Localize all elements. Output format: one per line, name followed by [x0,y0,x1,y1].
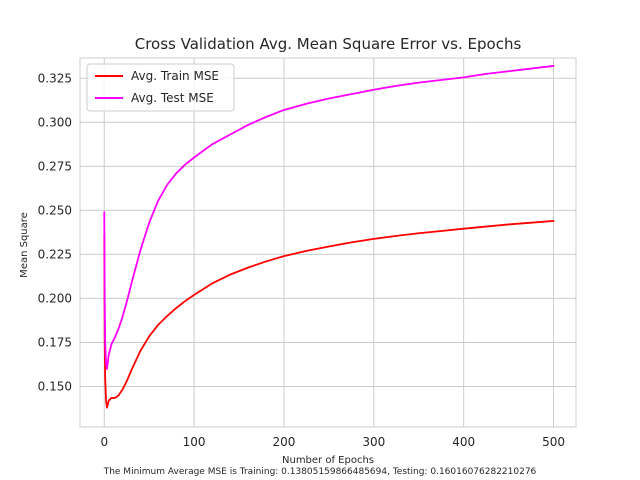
plot-border [79,57,577,428]
y-tick-label: 0.225 [38,247,72,261]
legend-label-test: Avg. Test MSE [131,91,214,105]
y-tick-label: 0.175 [38,335,72,349]
test-mse-line [103,65,555,370]
x-tick-label: 200 [273,435,296,449]
x-axis-ticks: 0 100 200 300 400 500 [100,435,565,449]
plot-area [80,58,576,427]
train-mse-line [103,220,555,409]
y-tick-label: 0.325 [38,71,72,85]
x-tick-label: 0 [100,435,108,449]
y-tick-label: 0.200 [38,291,72,305]
plot-background [80,58,576,427]
y-axis-ticks: 0.150 0.175 0.200 0.225 0.250 0.275 0.300 0.325 [38,71,72,393]
x-tick-label: 500 [542,435,565,449]
x-axis-label: Number of Epochs [282,455,374,466]
y-tick-label: 0.300 [38,115,72,129]
y-tick-label: 0.250 [38,203,72,217]
y-axis-label: Mean Square [19,212,30,278]
x-tick-label: 100 [183,435,206,449]
legend: Avg. Train MSE Avg. Test MSE [86,63,235,112]
series-lines [103,65,555,409]
y-tick-label: 0.275 [38,159,72,173]
chart-title: Cross Validation Avg. Mean Square Error … [135,35,522,53]
plot-frame [79,57,577,428]
x-tick-label: 400 [452,435,475,449]
footnote: The Minimum Average MSE is Training: 0.1… [103,467,537,477]
legend-label-train: Avg. Train MSE [131,69,219,83]
x-tick-label: 300 [362,435,385,449]
y-tick-label: 0.150 [38,379,72,393]
grid-lines [80,58,576,427]
legend-box [86,63,235,112]
